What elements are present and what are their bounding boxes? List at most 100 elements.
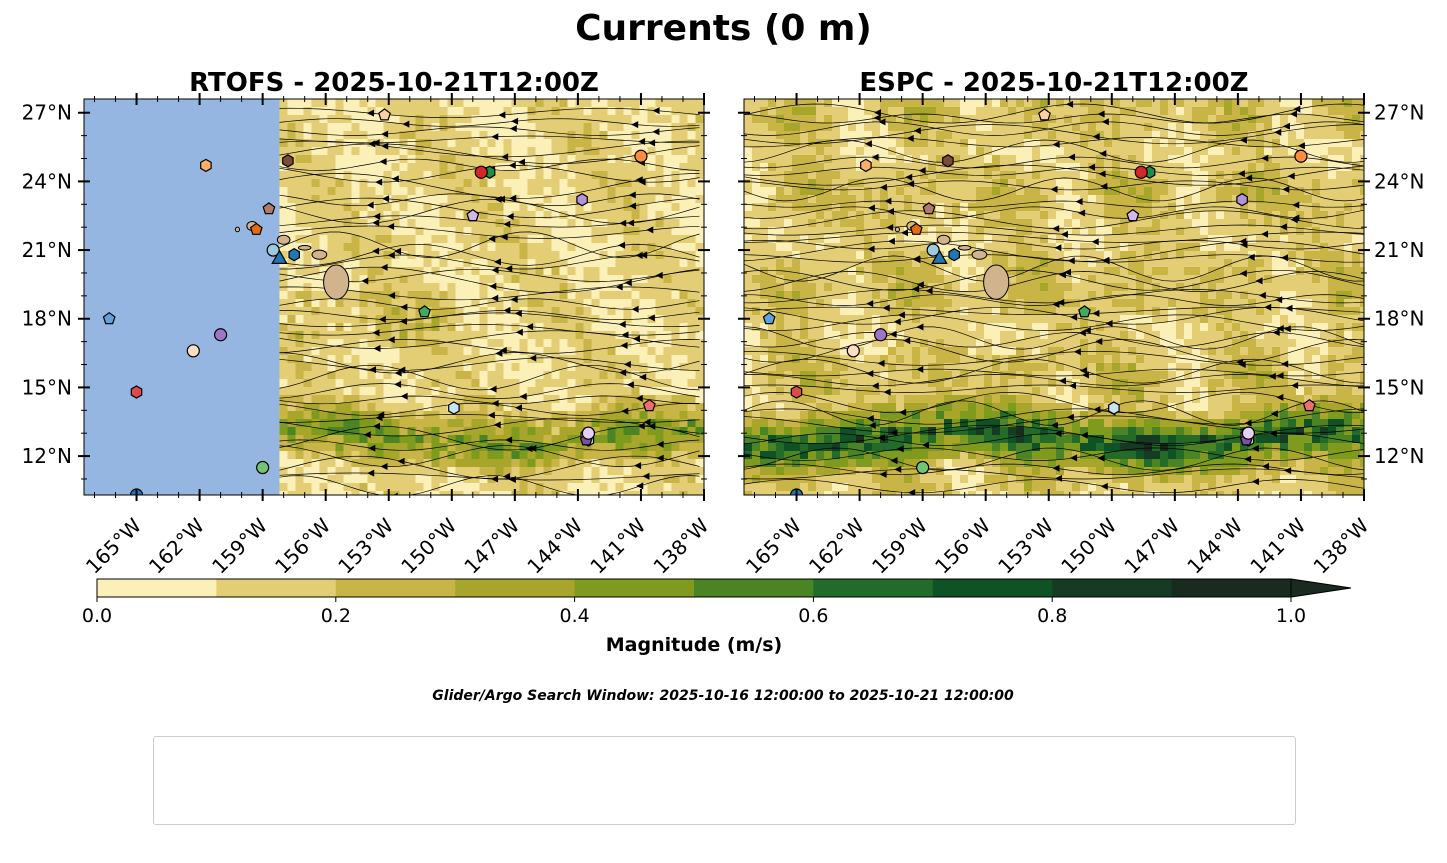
streamline-arrow	[1287, 172, 1295, 180]
streamline-arrow	[918, 167, 926, 175]
streamline-arrow	[1283, 325, 1291, 333]
streamline	[279, 439, 700, 451]
island	[297, 244, 312, 251]
map-panel-2: ESPC - 2025-10-21T12:00Z165°W162°W159°W1…	[738, 68, 1424, 578]
streamline-arrow	[375, 178, 383, 186]
platform-markers	[762, 108, 1316, 495]
map-area	[84, 99, 704, 495]
streamline-arrow	[503, 472, 511, 480]
streamline-arrow	[1274, 128, 1282, 136]
marker-3902559	[926, 243, 940, 257]
streamline-arrow	[1070, 313, 1078, 321]
streamline-arrow	[367, 469, 375, 477]
x-tick-label: 144°W	[1182, 513, 1247, 578]
colorbar-segment	[97, 579, 217, 597]
x-tick-label: 138°W	[648, 513, 713, 578]
colorbar-tick-label: 0.6	[798, 605, 828, 627]
streamline-arrow	[1280, 254, 1288, 262]
streamline	[744, 374, 1364, 387]
streamline-arrow	[506, 212, 514, 220]
streamline-arrow	[1050, 185, 1058, 193]
marker-3902561	[1108, 401, 1120, 415]
island	[894, 226, 901, 233]
streamline	[279, 352, 700, 374]
streamline-arrow	[510, 295, 518, 303]
streamline-arrow	[894, 465, 902, 473]
streamline	[744, 200, 1364, 208]
streamline-arrow	[379, 158, 387, 166]
streamline-arrow	[488, 235, 496, 243]
x-tick-label: 150°W	[396, 513, 461, 578]
streamline-arrow	[1283, 122, 1291, 130]
streamline-arrow	[498, 111, 506, 119]
x-tick-label: 150°W	[1056, 513, 1121, 578]
x-tick-label: 165°W	[741, 513, 806, 578]
streamline-arrow	[1081, 371, 1089, 379]
colorbar-segment	[216, 579, 337, 597]
colorbar-segment	[813, 579, 934, 597]
streamline	[279, 197, 700, 218]
marker-4903320	[249, 222, 263, 235]
colorbar: 0.0 0.2 0.4 0.6 0.8 1.0 Magnitude (m/s)	[82, 578, 1352, 656]
streamline-arrow	[505, 436, 513, 444]
streamline-arrow	[877, 359, 885, 367]
streamline-arrow	[878, 434, 886, 442]
streamline-arrow	[397, 457, 405, 465]
streamline-arrow	[866, 414, 874, 422]
colorbar-segment	[932, 579, 1053, 597]
streamline-arrow	[511, 117, 519, 125]
legend	[153, 736, 1296, 825]
streamline-arrow	[886, 208, 894, 216]
streamline	[744, 368, 1364, 377]
streamline	[744, 231, 1364, 243]
streamline	[279, 118, 700, 127]
streamline-arrow	[864, 140, 872, 148]
streamline-arrow	[380, 263, 388, 271]
streamline-arrow	[1073, 348, 1081, 356]
streamline-arrow	[491, 399, 499, 407]
streamline-arrow	[493, 258, 501, 266]
streamline-arrow	[635, 394, 643, 402]
streamline-arrow	[491, 266, 499, 274]
streamline-arrow	[925, 287, 933, 295]
streamline-arrow	[1058, 271, 1066, 279]
streamline-arrow	[1088, 163, 1096, 171]
streamline-arrow	[1285, 304, 1293, 312]
streamline-arrow	[368, 444, 376, 452]
streamline-arrow	[372, 247, 380, 255]
marker-7901106	[262, 202, 276, 215]
streamline-arrow	[629, 202, 637, 210]
x-tick-label: 147°W	[1119, 513, 1184, 578]
streamline-arrow	[619, 369, 627, 377]
streamline-arrow	[500, 233, 508, 241]
streamline-arrow	[1292, 201, 1300, 209]
marker-4903507	[200, 158, 212, 173]
streamline-arrow	[519, 393, 527, 401]
streamline-arrow	[1245, 174, 1253, 182]
streamline-arrow	[1052, 225, 1060, 233]
marker-5906095	[256, 460, 270, 475]
marker-7900877	[942, 154, 954, 168]
no-data-region	[84, 99, 280, 495]
streamline-arrow	[373, 344, 381, 352]
streamline-arrow	[912, 285, 920, 293]
streamline	[744, 433, 1364, 446]
streamline-arrow	[618, 241, 626, 249]
streamline-arrow	[373, 212, 381, 220]
colorbar-segment	[694, 579, 814, 597]
streamline-arrow	[393, 492, 398, 495]
marker-5906757	[214, 328, 228, 342]
streamline-arrow	[1292, 214, 1300, 222]
streamline	[744, 424, 1364, 444]
streamline-arrow	[901, 229, 909, 237]
marker-5906757	[874, 328, 888, 342]
streamline-arrow	[652, 107, 660, 115]
streamline-arrow	[501, 153, 509, 161]
streamline-arrow	[893, 318, 901, 326]
streamline-arrow	[372, 422, 380, 430]
x-tick-label: 162°W	[804, 513, 869, 578]
marker-5904976	[1038, 108, 1051, 121]
streamline-arrow	[874, 109, 882, 117]
streamline-arrow	[868, 421, 876, 429]
streamline-arrow	[643, 418, 651, 426]
